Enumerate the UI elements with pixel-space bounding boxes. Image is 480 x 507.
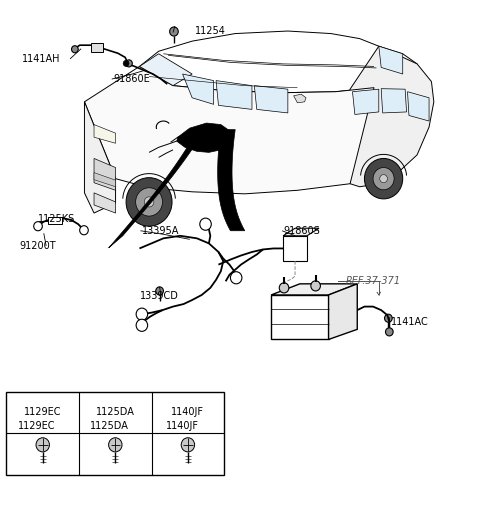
Polygon shape [271,284,357,295]
Polygon shape [350,46,434,187]
Text: 1141AH: 1141AH [22,54,61,64]
Circle shape [156,287,163,295]
Polygon shape [271,295,328,340]
Circle shape [123,60,129,66]
Circle shape [373,167,394,190]
Bar [6,391,224,475]
Text: 1339CD: 1339CD [140,292,179,302]
Polygon shape [182,74,214,104]
Text: 1125KS: 1125KS [38,214,75,224]
Circle shape [384,314,392,322]
Circle shape [34,222,42,231]
Circle shape [36,438,49,452]
Polygon shape [84,102,116,213]
Circle shape [380,174,387,183]
Circle shape [181,438,194,452]
Text: 1125DA: 1125DA [90,421,129,431]
Text: 1141AC: 1141AC [391,317,429,327]
Circle shape [311,281,321,291]
Text: 91860E: 91860E [113,74,150,84]
Polygon shape [84,66,374,194]
Polygon shape [254,86,288,113]
Circle shape [169,27,178,36]
Circle shape [200,218,211,230]
Circle shape [136,319,148,332]
Circle shape [72,46,78,53]
Text: 11254: 11254 [194,26,226,36]
Text: 1125DA: 1125DA [96,408,135,417]
Circle shape [126,60,132,67]
Polygon shape [216,81,252,110]
Polygon shape [283,228,319,236]
Circle shape [136,188,162,216]
Circle shape [230,272,242,284]
Bar [48,217,62,224]
Polygon shape [352,89,379,115]
Polygon shape [140,54,192,86]
Circle shape [80,226,88,235]
Polygon shape [283,236,307,261]
Text: 1140JF: 1140JF [166,421,199,431]
Polygon shape [217,130,245,231]
Polygon shape [94,172,116,187]
Text: 91860S: 91860S [283,226,320,236]
Circle shape [108,438,122,452]
Circle shape [364,159,403,199]
Text: 13395A: 13395A [142,226,179,236]
Text: 1140JF: 1140JF [171,408,204,417]
Polygon shape [408,92,429,121]
Polygon shape [108,127,206,248]
Circle shape [385,328,393,336]
Polygon shape [381,89,407,113]
Circle shape [144,197,154,207]
Text: REF.37-371: REF.37-371 [345,276,400,286]
Circle shape [279,283,289,293]
Polygon shape [140,31,417,93]
Circle shape [136,308,148,320]
Text: 1129EC: 1129EC [18,421,56,431]
Circle shape [126,177,172,226]
Polygon shape [328,284,357,340]
Polygon shape [294,94,306,103]
Polygon shape [94,125,116,143]
Polygon shape [177,123,230,153]
Polygon shape [94,193,116,213]
Polygon shape [379,46,403,74]
Polygon shape [94,159,116,190]
Text: 91200T: 91200T [20,241,57,251]
Bar [91,43,103,52]
Text: 1129EC: 1129EC [24,408,61,417]
